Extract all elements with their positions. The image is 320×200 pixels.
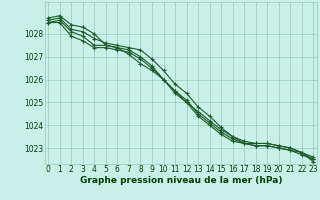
X-axis label: Graphe pression niveau de la mer (hPa): Graphe pression niveau de la mer (hPa) xyxy=(80,176,282,185)
